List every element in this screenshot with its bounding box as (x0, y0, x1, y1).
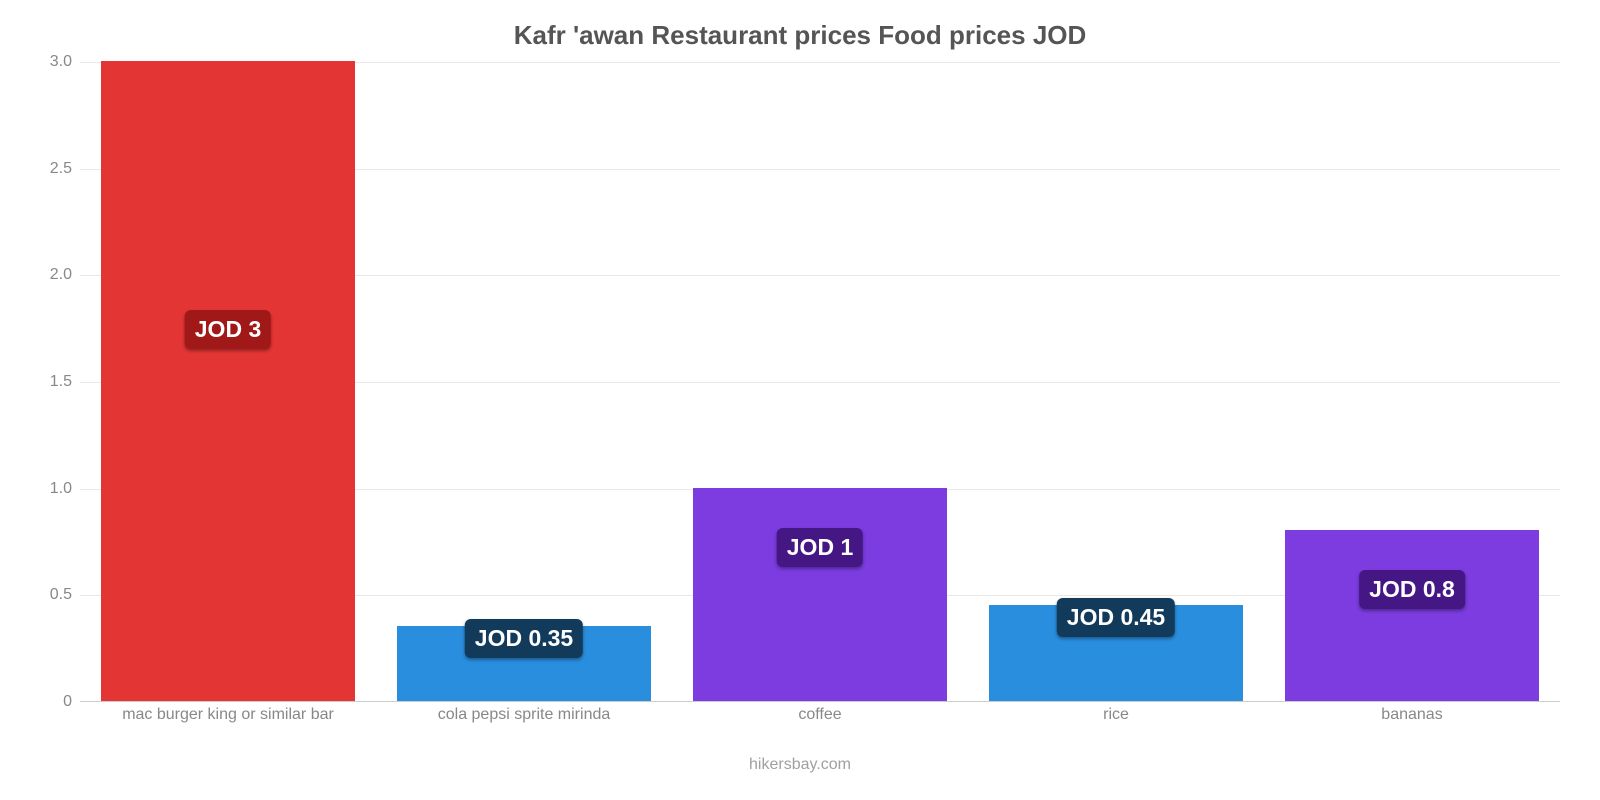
y-tick-label: 1.5 (50, 373, 80, 391)
y-tick-label: 2.0 (50, 266, 80, 284)
footer-credit: hikersbay.com (0, 756, 1600, 774)
x-tick-label: cola pepsi sprite mirinda (376, 706, 672, 724)
bars-row: JOD 3 JOD 0.35 JOD 1 JOD 0.45 JOD 0.8 (80, 62, 1560, 701)
x-axis-labels: mac burger king or similar barcola pepsi… (80, 706, 1560, 724)
value-badge: JOD 0.45 (1057, 598, 1175, 637)
value-badge: JOD 0.35 (465, 619, 583, 658)
bar-slot: JOD 0.8 (1264, 62, 1560, 701)
x-tick-label: mac burger king or similar bar (80, 706, 376, 724)
value-badge: JOD 1 (777, 528, 863, 567)
y-tick-label: 2.5 (50, 160, 80, 178)
bar (1285, 530, 1540, 701)
bar-slot: JOD 1 (672, 62, 968, 701)
x-tick-label: coffee (672, 706, 968, 724)
bar-slot: JOD 0.35 (376, 62, 672, 701)
price-chart: Kafr 'awan Restaurant prices Food prices… (0, 0, 1600, 800)
x-tick-label: rice (968, 706, 1264, 724)
y-tick-label: 0.5 (50, 586, 80, 604)
value-badge: JOD 3 (185, 310, 271, 349)
value-badge: JOD 0.8 (1359, 570, 1465, 609)
chart-title: Kafr 'awan Restaurant prices Food prices… (0, 20, 1600, 51)
y-tick-label: 0 (63, 693, 80, 711)
x-tick-label: bananas (1264, 706, 1560, 724)
y-tick-label: 3.0 (50, 53, 80, 71)
bar (693, 488, 948, 701)
bar-slot: JOD 0.45 (968, 62, 1264, 701)
plot-area: 00.51.01.52.02.53.0 JOD 3JOD 0.35JOD 1JO… (80, 62, 1560, 702)
y-tick-label: 1.0 (50, 480, 80, 498)
bar (101, 61, 356, 701)
bar-slot: JOD 3 (80, 62, 376, 701)
